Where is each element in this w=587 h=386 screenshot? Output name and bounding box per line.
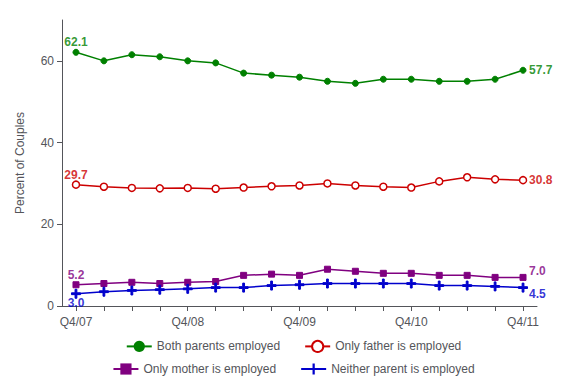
svg-text:30.8: 30.8 — [529, 173, 553, 187]
svg-text:40: 40 — [41, 136, 55, 150]
svg-text:Both parents employed: Both parents employed — [157, 339, 280, 353]
svg-text:Q4/09: Q4/09 — [283, 315, 316, 329]
svg-text:62.1: 62.1 — [64, 35, 88, 49]
svg-text:3.0: 3.0 — [68, 296, 85, 310]
svg-text:60: 60 — [41, 54, 55, 68]
svg-text:7.0: 7.0 — [529, 264, 546, 278]
svg-text:Q4/07: Q4/07 — [60, 315, 93, 329]
svg-text:4.5: 4.5 — [529, 287, 546, 301]
svg-text:Percent of Couples: Percent of Couples — [13, 112, 27, 214]
svg-text:Neither parent is employed: Neither parent is employed — [331, 362, 474, 376]
svg-text:Q4/10: Q4/10 — [395, 315, 428, 329]
svg-text:Q4/08: Q4/08 — [171, 315, 204, 329]
svg-text:0: 0 — [47, 299, 54, 313]
svg-text:29.7: 29.7 — [64, 168, 88, 182]
svg-text:57.7: 57.7 — [529, 63, 553, 77]
svg-text:20: 20 — [41, 217, 55, 231]
svg-text:5.2: 5.2 — [68, 268, 85, 282]
svg-text:Only mother is employed: Only mother is employed — [143, 362, 276, 376]
svg-text:Q4/11: Q4/11 — [507, 315, 539, 329]
svg-text:Only father is employed: Only father is employed — [335, 339, 461, 353]
